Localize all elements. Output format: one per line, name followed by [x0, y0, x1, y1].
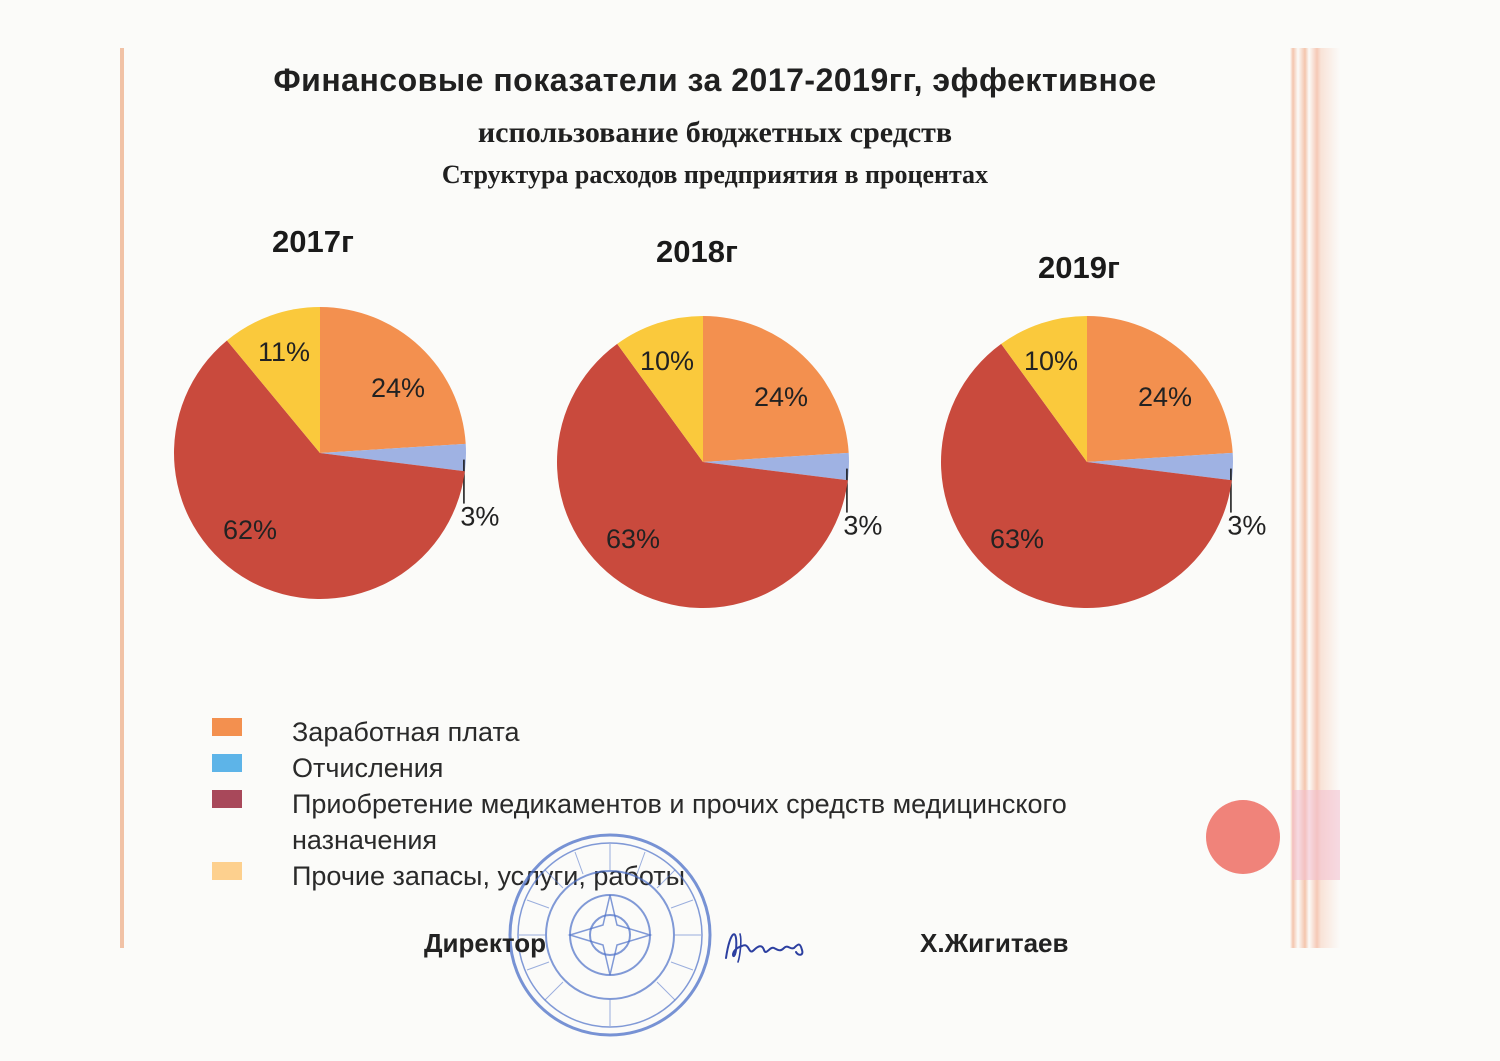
legend-label-medicines: Приобретение медикаментов и прочих средс… [292, 789, 1067, 855]
pie-slice-deductions [703, 452, 850, 481]
data-label-other: 10% [640, 346, 694, 376]
legend-label-deductions: Отчисления [292, 753, 444, 783]
pie-slice-other [617, 316, 703, 462]
director-name: Х.Жигитаев [920, 928, 1069, 958]
data-label-deductions: 3% [1227, 511, 1266, 541]
pie-chart-0: 24% 3% 62% 11% [174, 307, 499, 599]
legend-swatch-medicines [212, 790, 242, 808]
legend-swatch-other [212, 862, 242, 880]
title-line-1: Финансовые показатели за 2017-2019гг, эф… [273, 62, 1157, 98]
pie-slice-salary [1087, 316, 1233, 462]
pie-slice-medicines [174, 340, 465, 599]
legend-item-deductions: Отчисления [212, 748, 1212, 784]
handwritten-signature [725, 933, 804, 963]
pie-slice-medicines [556, 343, 848, 608]
data-label-medicines: 62% [223, 515, 277, 545]
pie-charts: 24% 3% 62% 11% 24% 3% 63% 10% 24% 3% 63% 10% [174, 307, 1266, 608]
pie-slice-salary [320, 307, 466, 453]
data-label-deductions: 3% [843, 511, 882, 541]
legend-item-medicines: Приобретение медикаментов и прочих средс… [212, 784, 1212, 856]
right-decor-pink-band [1292, 790, 1340, 880]
legend: Заработная плата Отчисления Приобретение… [212, 712, 1212, 892]
data-label-deductions: 3% [460, 502, 499, 532]
legend-label-salary: Заработная плата [292, 717, 520, 747]
decor-circle [1206, 800, 1280, 874]
pie-chart-1: 24% 3% 63% 10% [556, 316, 882, 608]
data-label-medicines: 63% [606, 524, 660, 554]
director-label: Директор [424, 928, 547, 958]
legend-item-salary: Заработная плата [212, 712, 1212, 748]
data-label-other: 10% [1024, 346, 1078, 376]
pie-slice-other [226, 307, 320, 453]
chart-title-2019: 2019г [1038, 250, 1120, 285]
title-line-3: Структура расходов предприятия в процент… [441, 160, 989, 189]
data-label-salary: 24% [1138, 382, 1192, 412]
legend-swatch-deductions [212, 754, 242, 772]
data-label-salary: 24% [754, 382, 808, 412]
pie-slice-deductions [1087, 452, 1233, 481]
pie-slice-medicines [940, 343, 1232, 608]
title-line-2: использование бюджетных средств [477, 116, 953, 149]
legend-swatch-salary [212, 718, 242, 736]
chart-title-2018: 2018г [656, 234, 738, 269]
data-label-salary: 24% [371, 373, 425, 403]
legend-label-other: Прочие запасы, услуги, работы [292, 861, 686, 891]
pie-slice-other [1001, 316, 1087, 462]
pie-chart-2: 24% 3% 63% 10% [940, 316, 1266, 608]
pie-slice-salary [703, 316, 849, 462]
legend-item-other: Прочие запасы, услуги, работы [212, 856, 1212, 892]
data-label-medicines: 63% [990, 524, 1044, 554]
data-label-other: 11% [258, 337, 310, 367]
left-decor-line [120, 48, 124, 948]
pie-slice-deductions [320, 443, 466, 472]
chart-title-2017: 2017г [272, 224, 354, 259]
official-seal-stamp [508, 833, 712, 1037]
